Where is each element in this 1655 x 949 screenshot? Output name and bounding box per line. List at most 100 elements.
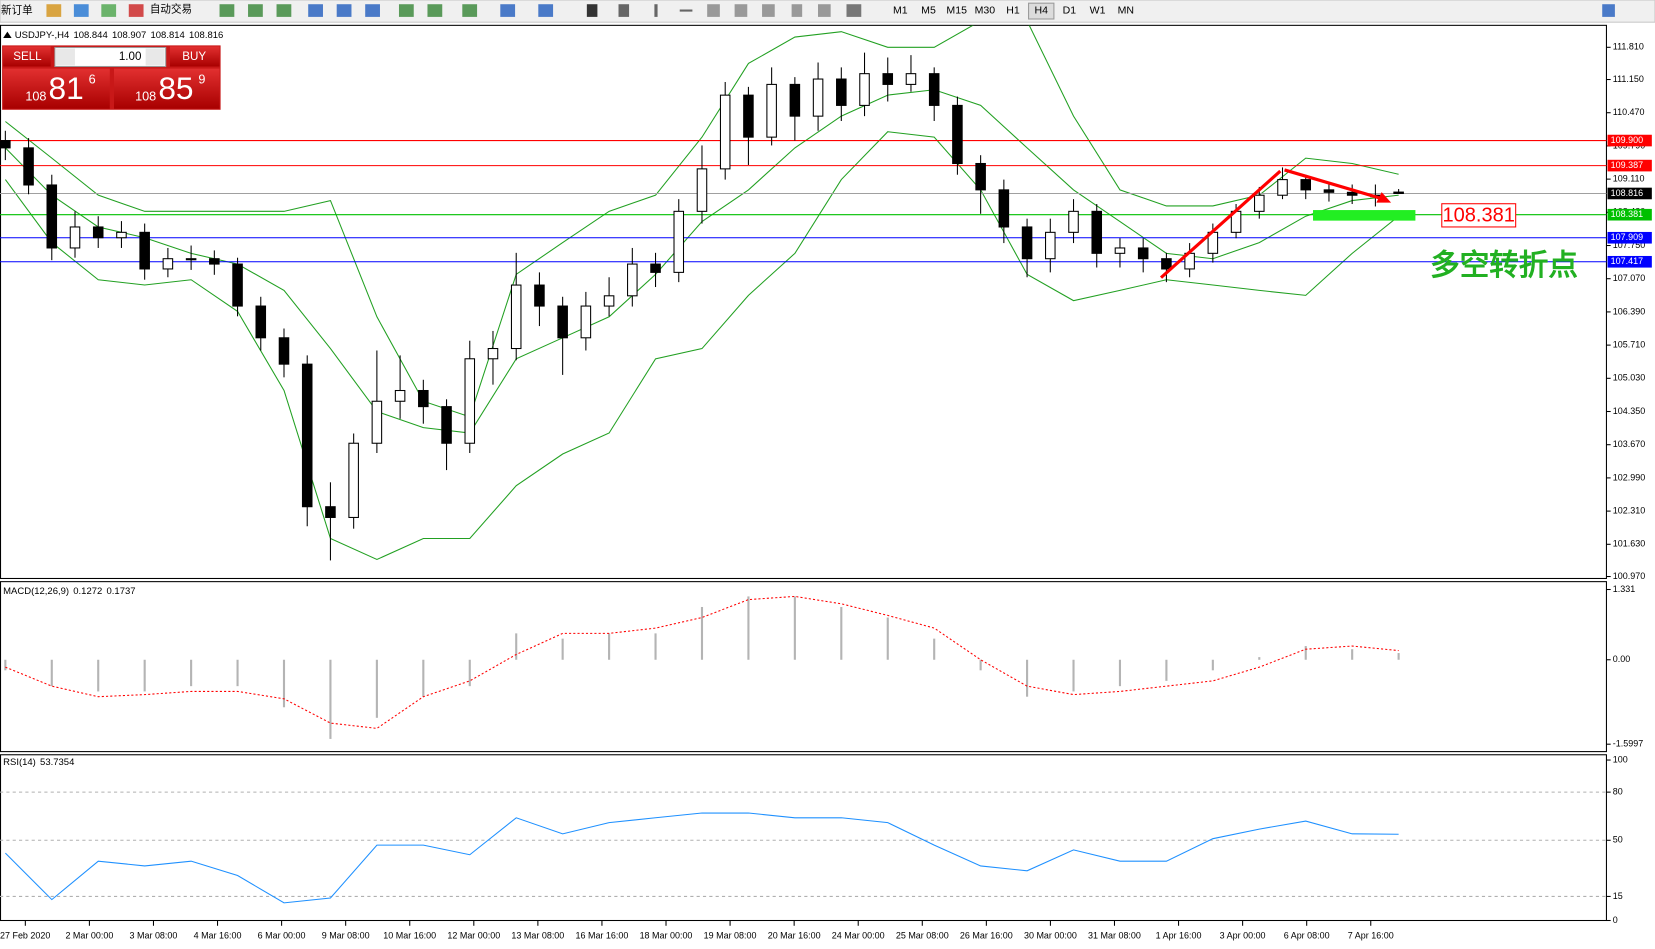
candle-body xyxy=(46,184,58,249)
last-close: 108.816 xyxy=(189,29,223,40)
turning-point-label: 多空转折点 xyxy=(1430,249,1578,282)
candle-body xyxy=(464,358,476,444)
buy-label[interactable]: BUY xyxy=(182,50,206,63)
candle-body xyxy=(627,263,638,297)
candle-body xyxy=(1091,210,1103,254)
rsi-name: RSI(14) xyxy=(3,757,36,768)
candle-body xyxy=(278,337,290,365)
rsi-value: 53.7354 xyxy=(40,757,74,768)
macd-bar xyxy=(747,596,750,660)
candle-body xyxy=(1114,247,1126,254)
macd-bar xyxy=(422,659,425,697)
sell-price-big: 108 xyxy=(25,89,46,103)
sell-button[interactable] xyxy=(3,46,51,67)
x-tick-label: 31 Mar 08:00 xyxy=(1088,931,1141,941)
macd-panel xyxy=(0,581,1607,753)
timeframe-button[interactable]: MN xyxy=(1118,4,1134,16)
y-tick-label: 0 xyxy=(1613,915,1618,925)
candle-body xyxy=(905,73,917,85)
timeframe-button[interactable]: M15 xyxy=(946,4,967,16)
candle-body xyxy=(928,73,940,106)
x-tick-label: 18 Mar 00:00 xyxy=(640,931,693,941)
price-level-tag xyxy=(1607,255,1652,268)
rsi-panel xyxy=(0,754,1607,922)
buy-price-small: 9 xyxy=(198,73,205,87)
x-tick-label: 2 Mar 00:00 xyxy=(65,931,113,941)
toolbar-icons xyxy=(46,4,1615,17)
sell-price-box[interactable] xyxy=(3,68,110,109)
y-tick-label: 111.810 xyxy=(1613,42,1644,52)
buy-price-box[interactable] xyxy=(113,68,220,109)
candle-body xyxy=(557,305,568,339)
candle-body xyxy=(441,406,452,444)
lots-down[interactable] xyxy=(55,48,75,66)
timeframe-button[interactable]: D1 xyxy=(1063,4,1077,16)
candle-body xyxy=(232,263,243,307)
candle-body xyxy=(418,389,429,408)
last-high: 108.907 xyxy=(112,29,146,40)
signal-line xyxy=(5,595,1399,729)
macd-bar xyxy=(979,659,982,671)
lots-value[interactable]: 1.00 xyxy=(119,50,142,63)
y-tick-label: 101.630 xyxy=(1613,539,1645,549)
candle-body xyxy=(371,400,383,444)
timeframe-button-frame[interactable] xyxy=(1028,2,1055,20)
buy-price-big: 108 xyxy=(135,89,156,103)
candle-body xyxy=(139,231,150,270)
macd-bar xyxy=(1397,653,1400,660)
trend-arrow-down xyxy=(1284,168,1386,202)
candle-body xyxy=(301,363,313,508)
buy-price-main: 85 xyxy=(158,70,193,106)
y-tick-label: 102.990 xyxy=(1613,472,1645,482)
y-tick-label: 0.00 xyxy=(1613,654,1630,664)
main-plot xyxy=(0,25,1607,561)
macd-plot xyxy=(4,595,1400,739)
x-tick-label: 20 Mar 16:00 xyxy=(768,931,821,941)
x-tick-label: 6 Mar 00:00 xyxy=(258,931,306,941)
macd-bar xyxy=(933,638,936,660)
timeframe-button[interactable]: W1 xyxy=(1090,4,1106,16)
timeframe-button[interactable]: H1 xyxy=(1006,4,1020,16)
candle-body xyxy=(1277,179,1288,196)
lots-input[interactable] xyxy=(54,46,167,68)
new-order-button[interactable]: 新订单 xyxy=(1,3,33,16)
macd-bar xyxy=(4,659,7,671)
macd-bar xyxy=(1258,657,1261,660)
sell-price-main: 81 xyxy=(49,70,84,106)
candle-body xyxy=(975,162,986,191)
macd-name: MACD(12,26,9) xyxy=(3,586,69,597)
macd-bar xyxy=(468,659,471,687)
candle-body xyxy=(766,83,777,138)
level-box xyxy=(1441,203,1517,228)
rsi-line xyxy=(5,812,1399,904)
sell-label[interactable]: SELL xyxy=(13,50,42,63)
y-tick-label: 100 xyxy=(1613,754,1628,764)
timeframe-button[interactable]: M5 xyxy=(921,4,936,16)
last-open: 108.844 xyxy=(73,29,107,40)
lots-up[interactable] xyxy=(145,48,165,66)
x-tick-label: 16 Mar 16:00 xyxy=(576,931,629,941)
bollinger-upper xyxy=(5,25,1399,418)
macd-title: MACD(12,26,9) 0.1272 0.1737 xyxy=(3,586,135,597)
macd-bar xyxy=(700,606,704,660)
macd-bar xyxy=(50,659,53,687)
arrow-head xyxy=(1376,192,1392,203)
chart-info: USDJPY-,H4 108.844 108.907 108.814 108.816 xyxy=(15,29,224,40)
price-level-label: 107.909 xyxy=(1611,232,1643,242)
macd-bar xyxy=(236,659,239,687)
timeframe-button[interactable]: M30 xyxy=(975,4,996,16)
price-level-tag xyxy=(1607,159,1652,172)
x-tick-label: 25 Mar 08:00 xyxy=(896,931,949,941)
auto-trading-button[interactable]: 自动交易 xyxy=(150,2,192,15)
collapse-icon[interactable] xyxy=(3,31,12,39)
timeframe-bar: M1 M5 M15 M30 H1 H4 D1 W1 MN xyxy=(893,2,1134,20)
timeframe-button[interactable]: M1 xyxy=(893,4,908,16)
buy-button[interactable] xyxy=(169,46,220,67)
candle-body xyxy=(1021,226,1033,260)
rsi-title: RSI(14) 53.7354 xyxy=(3,757,74,768)
timeframe-button[interactable]: H4 xyxy=(1034,4,1048,16)
candle-body xyxy=(743,94,754,138)
drawings: 108.381 多空转折点 xyxy=(1159,168,1578,282)
y-tick-label: 105.030 xyxy=(1613,373,1645,383)
macd-bar xyxy=(515,633,518,660)
